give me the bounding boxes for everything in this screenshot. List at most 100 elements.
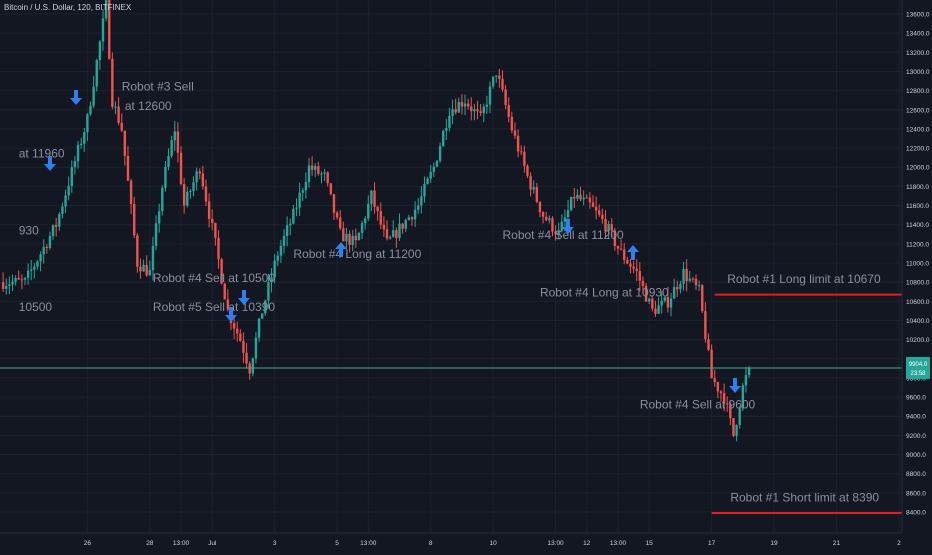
candle-body — [432, 166, 436, 172]
candle-body — [236, 328, 239, 334]
candle-body — [357, 232, 361, 241]
time-tick-label: 28 — [146, 540, 154, 547]
arrow-up-icon — [335, 242, 347, 257]
candle-body — [145, 264, 148, 276]
candle-body — [526, 165, 529, 176]
candle-body — [588, 197, 592, 203]
candle-body — [682, 268, 685, 284]
candle-body — [5, 286, 8, 289]
candle-body — [204, 186, 208, 202]
candle-body — [538, 201, 542, 213]
candle-body — [672, 287, 676, 299]
annotation-label: Robot #1 Short limit at 8390 — [730, 490, 879, 504]
annotation-label: at 11960 — [19, 147, 65, 161]
price-tick-label: 10800.0 — [906, 280, 930, 287]
candle-body — [83, 132, 86, 144]
candle-body — [685, 268, 688, 282]
arrow-up-icon — [627, 245, 639, 260]
candle-body — [573, 196, 576, 199]
arrow-shape — [627, 245, 639, 260]
annotation-label: 10500 — [19, 300, 53, 314]
candle-body — [170, 140, 173, 157]
candle-body — [201, 173, 205, 187]
candle-body — [713, 378, 716, 383]
candle-body — [747, 367, 751, 376]
candle-body — [613, 230, 617, 246]
arrow-shape — [562, 219, 574, 234]
time-tick-label: 10 — [490, 540, 498, 547]
candle-body — [491, 76, 495, 87]
candle-body — [651, 298, 654, 309]
candle-body — [666, 297, 670, 308]
candle-body — [108, 0, 111, 59]
candle-body — [610, 224, 613, 231]
candle-body — [14, 277, 17, 282]
candle-body — [638, 270, 642, 281]
time-tick-label: 19 — [770, 540, 778, 547]
candle-body — [198, 171, 201, 174]
candle-body — [741, 385, 745, 409]
candle-body — [382, 224, 386, 230]
candle-body — [179, 152, 183, 185]
annotation-label: Robot #4 Long at 10930 — [540, 286, 669, 300]
candle-body — [367, 203, 370, 219]
candle-body — [48, 236, 52, 248]
candle-body — [445, 127, 448, 131]
candle-body — [423, 184, 426, 197]
candle-body — [454, 109, 457, 113]
price-tick-label: 10200.0 — [906, 337, 930, 344]
candle-body — [64, 195, 67, 207]
candle-body — [86, 114, 89, 133]
candle-body — [473, 109, 476, 112]
price-tick-label: 9000.0 — [906, 452, 926, 459]
candle-body — [36, 261, 39, 267]
candle-body — [569, 196, 573, 211]
candle-body — [376, 206, 379, 212]
candle-body — [304, 182, 308, 191]
arrow-shape — [238, 290, 250, 305]
candle-body — [635, 268, 638, 271]
candle-body — [663, 297, 666, 301]
candle-body — [157, 211, 161, 224]
time-tick-label: 5 — [335, 540, 339, 547]
arrow-down-icon — [44, 156, 56, 171]
candle-body — [591, 202, 595, 207]
candle-body — [601, 214, 604, 220]
candle-body — [226, 299, 230, 310]
price-tick-label: 11400.0 — [906, 222, 929, 229]
candle-body — [292, 208, 295, 224]
candle-body — [276, 255, 279, 261]
candle-body — [242, 340, 245, 353]
candle-body — [701, 285, 704, 312]
candle-body — [348, 233, 351, 246]
annotation-label: Robot #4 Sell at 9600 — [640, 398, 756, 412]
arrow-down-icon — [70, 90, 82, 105]
candle-body — [435, 160, 439, 167]
candle-body — [679, 283, 682, 290]
candle-body — [560, 221, 563, 231]
price-tag-box — [906, 356, 930, 379]
candle-body — [39, 254, 42, 262]
candle-body — [629, 263, 632, 267]
candle-body — [214, 222, 217, 238]
time-axis[interactable]: 26 28 13:00 Jul 3 5 13:00 8 10 13:00 12 13:00 15 17 19… — [0, 532, 902, 547]
time-tick-label: 3 — [273, 540, 277, 547]
candle-body — [466, 103, 470, 107]
candle-body — [373, 190, 376, 207]
candle-body — [563, 217, 567, 222]
limit-lines — [711, 293, 902, 514]
candle-body — [616, 245, 620, 249]
candle-body — [310, 165, 314, 170]
candle-body — [207, 201, 211, 219]
candle-body — [101, 18, 105, 42]
price-tick-label: 12600.0 — [906, 107, 930, 114]
candle-body — [120, 122, 123, 131]
candle-body — [704, 311, 707, 340]
candle-body — [429, 171, 432, 179]
time-tick-label: 21 — [833, 540, 841, 547]
candle-body — [192, 182, 195, 191]
candle-body — [148, 270, 152, 276]
candle-body — [688, 278, 691, 282]
